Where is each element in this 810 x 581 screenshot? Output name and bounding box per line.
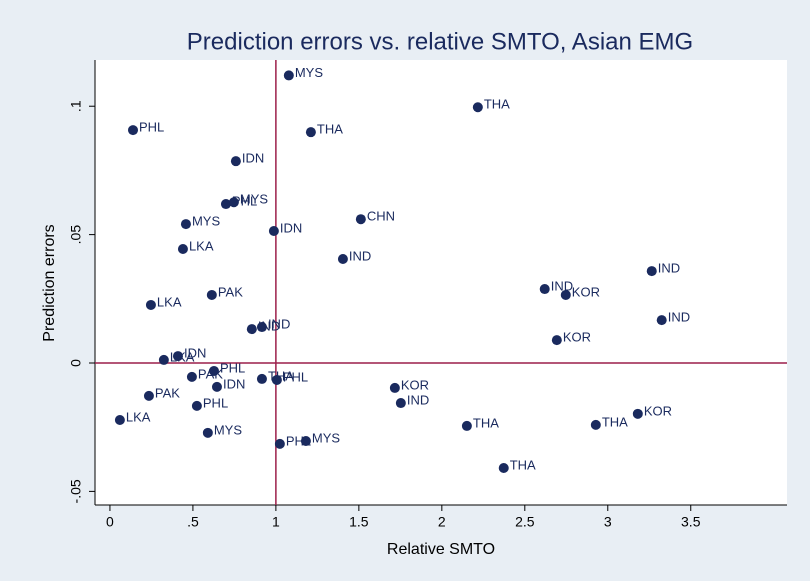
point [355, 214, 366, 225]
point-label: IND [551, 278, 573, 293]
point-label: THA [484, 97, 510, 112]
point-label: PHL [232, 193, 257, 208]
point-label: KOR [644, 403, 672, 418]
point-label: PHL [283, 369, 308, 384]
x-tick-label: 3 [604, 514, 612, 530]
point-label: PHL [220, 360, 245, 375]
point-label: LKA [157, 294, 182, 309]
point-label: THA [602, 414, 628, 429]
point-label: MYS [214, 422, 243, 437]
y-axis-label: Prediction errors [41, 224, 58, 341]
point [206, 289, 217, 300]
point [191, 400, 202, 411]
point [560, 289, 571, 300]
point [283, 70, 294, 81]
x-axis-label: Relative SMTO [387, 541, 495, 558]
x-tick-label: 2.5 [515, 514, 535, 530]
point [246, 324, 257, 335]
x-tick-label: 2 [438, 514, 446, 530]
point [646, 266, 657, 277]
point [228, 197, 239, 208]
y-tick-label: -.05 [68, 479, 84, 503]
point-label: MYS [192, 214, 221, 229]
point-label: LKA [170, 349, 195, 364]
y-tick-label: .1 [68, 100, 84, 112]
point-label: IDN [242, 151, 264, 166]
point-label: IND [658, 261, 680, 276]
point-label: IND [349, 248, 371, 263]
plot-area [95, 60, 787, 505]
point [395, 398, 406, 409]
point [389, 382, 400, 393]
x-tick-label: 1.5 [349, 514, 369, 530]
point [305, 127, 316, 138]
point [268, 226, 279, 237]
point [337, 254, 348, 265]
point [220, 199, 231, 210]
point [472, 102, 483, 113]
x-tick-label: 0 [106, 514, 114, 530]
point-label: IND [268, 316, 290, 331]
point [172, 351, 183, 362]
point [180, 219, 191, 230]
x-tick-label: 3.5 [681, 514, 701, 530]
point [230, 156, 241, 167]
point-label: KOR [401, 377, 429, 392]
point [202, 427, 213, 438]
y-tick-label: 0 [68, 359, 84, 367]
point [186, 371, 197, 382]
point [271, 374, 282, 385]
point [256, 322, 267, 333]
chart-title: Prediction errors vs. relative SMTO, Asi… [187, 28, 693, 55]
point [461, 420, 472, 431]
point-label: THA [510, 457, 536, 472]
point [211, 381, 222, 392]
point [274, 438, 285, 449]
point-label: MYS [312, 430, 341, 445]
x-tick-label: 1 [272, 514, 280, 530]
point [145, 299, 156, 310]
point-label: LKA [126, 409, 151, 424]
x-tick-label: .5 [187, 514, 199, 530]
point [177, 243, 188, 254]
point-label: PHL [139, 120, 164, 135]
point-label: IDN [223, 376, 245, 391]
point-label: KOR [563, 330, 591, 345]
point-label: IDN [280, 220, 302, 235]
point [158, 354, 169, 365]
point [114, 415, 125, 426]
point-label: CHN [367, 209, 395, 224]
point-label: PAK [155, 385, 180, 400]
y-tick-label: .05 [68, 225, 84, 245]
point-label: PAK [198, 366, 223, 381]
point [498, 463, 509, 474]
point [539, 284, 550, 295]
point-label: LKA [189, 238, 214, 253]
point-label: MYS [240, 192, 268, 207]
point [256, 373, 267, 384]
point [590, 419, 601, 430]
point-label: PAK [218, 284, 243, 299]
point-label: IND [407, 392, 429, 407]
point [551, 335, 562, 346]
point [128, 125, 139, 136]
point-label: IND [668, 310, 690, 325]
point-label: KOR [572, 284, 600, 299]
point-label: MYS [295, 65, 324, 80]
point [300, 436, 311, 447]
point-label: THA [473, 415, 499, 430]
point-label: PHL [203, 395, 228, 410]
point-label: IDN [184, 346, 206, 361]
point [632, 408, 643, 419]
point-label: THA [317, 122, 343, 137]
point [208, 365, 219, 376]
point [656, 315, 667, 326]
point [143, 390, 154, 401]
